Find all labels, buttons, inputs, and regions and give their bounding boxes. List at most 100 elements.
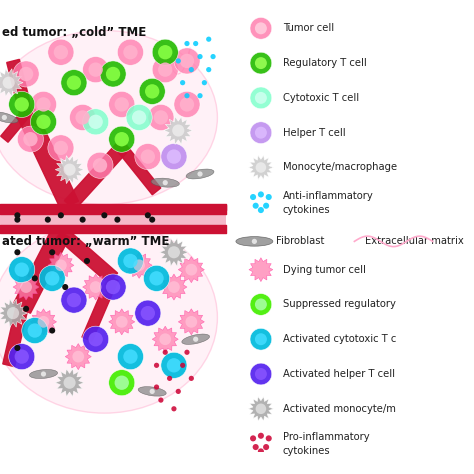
Circle shape — [176, 389, 181, 394]
Circle shape — [22, 318, 48, 344]
Circle shape — [2, 115, 7, 120]
Polygon shape — [248, 397, 273, 421]
Circle shape — [14, 212, 20, 219]
Circle shape — [73, 351, 84, 363]
Circle shape — [250, 363, 272, 385]
Circle shape — [250, 293, 272, 315]
Circle shape — [255, 127, 267, 139]
Circle shape — [118, 344, 144, 370]
Text: Cytotoxic T cell: Cytotoxic T cell — [283, 93, 359, 103]
Circle shape — [180, 363, 185, 368]
Circle shape — [48, 135, 74, 161]
Circle shape — [141, 149, 155, 164]
Circle shape — [30, 109, 56, 135]
Circle shape — [141, 306, 155, 320]
Circle shape — [9, 256, 35, 283]
Ellipse shape — [236, 237, 273, 246]
Circle shape — [36, 115, 51, 129]
Circle shape — [45, 217, 51, 223]
Circle shape — [139, 78, 165, 104]
Polygon shape — [164, 117, 192, 145]
Polygon shape — [249, 258, 273, 282]
Circle shape — [14, 217, 20, 223]
Circle shape — [67, 293, 81, 307]
Polygon shape — [82, 274, 109, 300]
Circle shape — [61, 70, 87, 96]
Circle shape — [118, 248, 144, 274]
Circle shape — [14, 249, 20, 255]
Circle shape — [174, 48, 200, 74]
Circle shape — [9, 344, 35, 370]
Circle shape — [159, 333, 171, 345]
Circle shape — [250, 435, 256, 441]
Polygon shape — [248, 155, 273, 180]
Polygon shape — [7, 59, 32, 115]
Circle shape — [172, 125, 184, 137]
Circle shape — [176, 58, 181, 64]
Circle shape — [258, 207, 264, 213]
Circle shape — [185, 316, 197, 328]
Circle shape — [115, 375, 129, 390]
Circle shape — [19, 67, 33, 81]
Circle shape — [150, 389, 155, 394]
FancyBboxPatch shape — [0, 204, 226, 233]
Circle shape — [27, 323, 42, 337]
Circle shape — [255, 403, 266, 414]
Circle shape — [82, 56, 109, 82]
Circle shape — [250, 18, 272, 39]
Circle shape — [106, 67, 120, 81]
Circle shape — [41, 372, 46, 377]
Circle shape — [54, 45, 68, 59]
Circle shape — [168, 246, 180, 258]
Circle shape — [168, 281, 180, 293]
Text: Helper T cell: Helper T cell — [283, 128, 345, 137]
Circle shape — [152, 39, 178, 65]
Circle shape — [258, 191, 264, 198]
Circle shape — [100, 61, 126, 87]
Polygon shape — [13, 228, 70, 313]
Circle shape — [250, 52, 272, 74]
Polygon shape — [0, 69, 23, 97]
Ellipse shape — [186, 169, 214, 179]
Circle shape — [18, 126, 44, 152]
Circle shape — [49, 249, 55, 255]
Polygon shape — [56, 228, 118, 283]
Text: Fibroblast: Fibroblast — [276, 237, 325, 246]
Circle shape — [15, 349, 29, 364]
Circle shape — [89, 332, 103, 346]
Circle shape — [135, 300, 161, 326]
Circle shape — [3, 77, 15, 89]
Circle shape — [109, 126, 135, 152]
Circle shape — [197, 54, 202, 59]
Ellipse shape — [138, 387, 166, 396]
Circle shape — [258, 433, 264, 439]
Text: Suppressed regulatory: Suppressed regulatory — [283, 300, 395, 310]
Circle shape — [114, 217, 120, 223]
Text: Activated cytotoxic T c: Activated cytotoxic T c — [283, 334, 396, 344]
Circle shape — [61, 287, 87, 313]
Circle shape — [90, 281, 101, 293]
Circle shape — [13, 61, 39, 87]
Circle shape — [167, 376, 172, 381]
Polygon shape — [82, 276, 118, 341]
Text: ated tumor: „warm” TME: ated tumor: „warm” TME — [2, 235, 170, 248]
Circle shape — [167, 149, 181, 164]
Circle shape — [144, 265, 170, 292]
Circle shape — [15, 263, 29, 277]
Circle shape — [48, 39, 74, 65]
Circle shape — [255, 57, 267, 69]
Circle shape — [101, 212, 108, 219]
Circle shape — [84, 258, 90, 264]
Circle shape — [171, 406, 176, 411]
Polygon shape — [17, 109, 78, 210]
Circle shape — [75, 110, 90, 125]
Circle shape — [123, 349, 137, 364]
Circle shape — [15, 97, 29, 111]
Circle shape — [62, 284, 68, 290]
Circle shape — [148, 104, 174, 130]
Circle shape — [252, 239, 257, 244]
Ellipse shape — [182, 334, 210, 345]
Text: Monocyte/macrophage: Monocyte/macrophage — [283, 163, 397, 173]
Circle shape — [93, 158, 107, 173]
Circle shape — [109, 91, 135, 118]
